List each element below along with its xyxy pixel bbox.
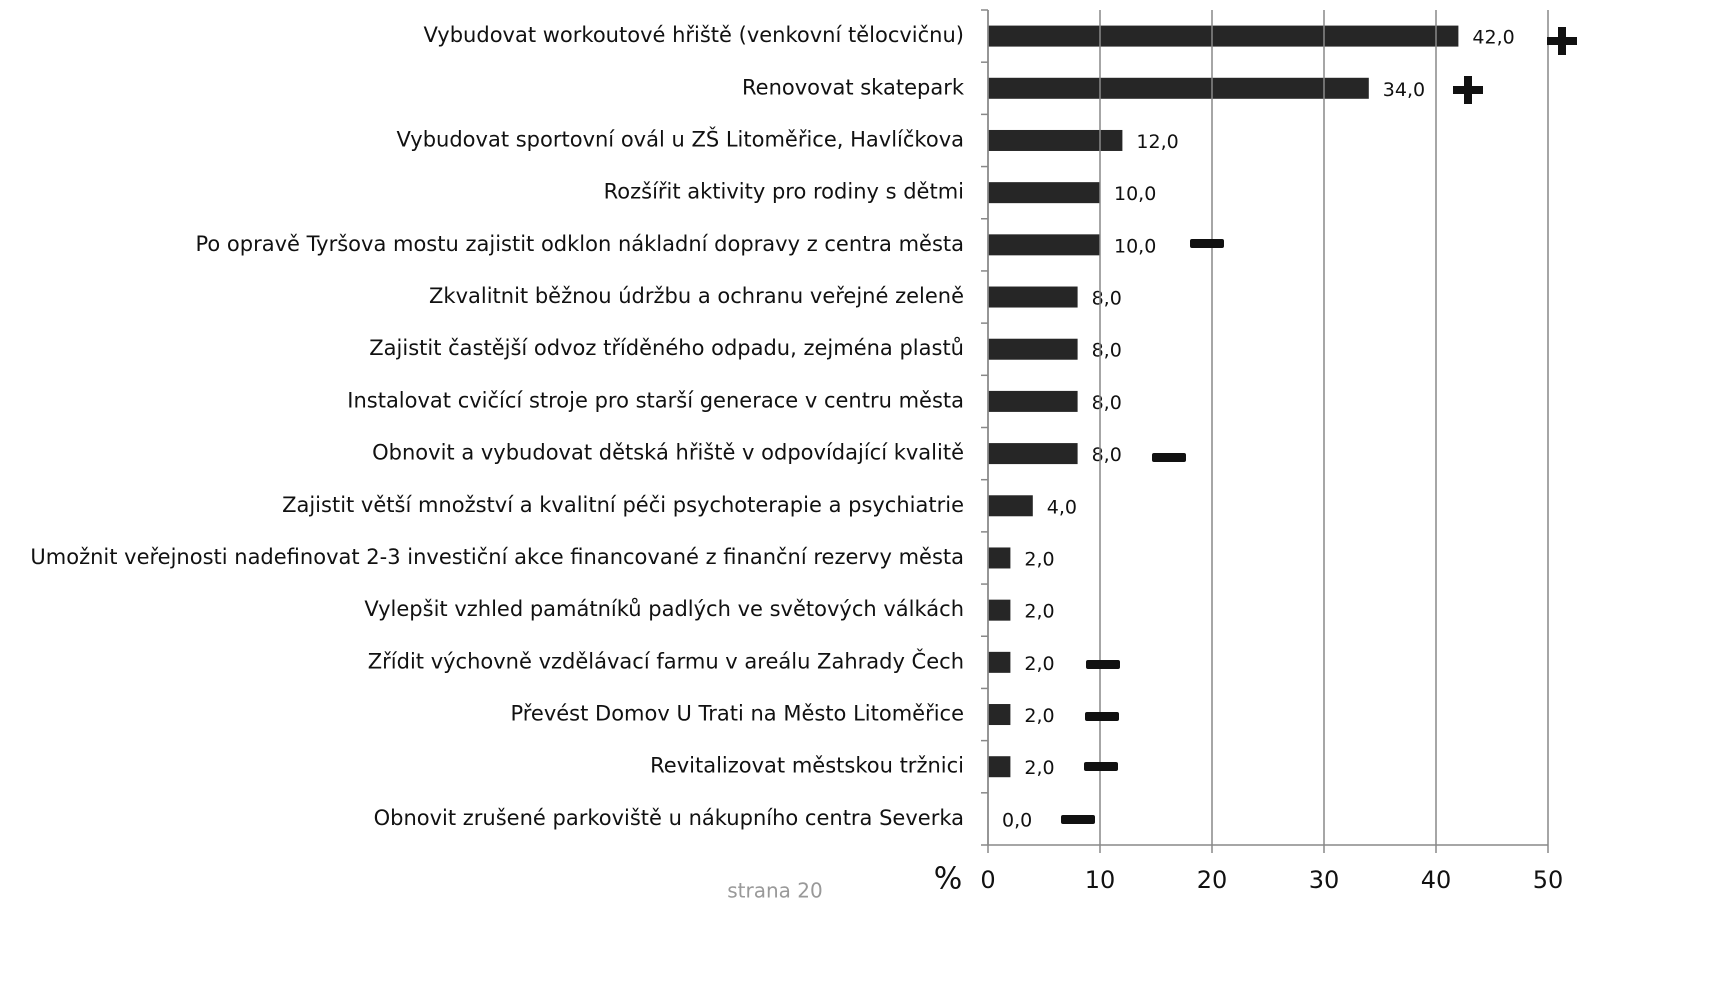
plus-marker xyxy=(1547,27,1577,55)
x-axis-label: % xyxy=(934,862,963,897)
minus-marker xyxy=(1152,453,1186,462)
category-label: Instalovat cvičící stroje pro starší gen… xyxy=(347,388,964,412)
value-label: 4,0 xyxy=(1047,496,1077,518)
bar xyxy=(988,547,1011,569)
value-label: 8,0 xyxy=(1092,288,1122,310)
minus-marker xyxy=(1190,239,1224,248)
category-label: Zajistit větší množství a kvalitní péči … xyxy=(282,493,964,517)
category-label: Vylepšit vzhled památníků padlých ve svě… xyxy=(364,597,964,621)
value-label: 34,0 xyxy=(1383,79,1425,101)
bar xyxy=(988,25,1459,47)
category-label: Rozšířit aktivity pro rodiny s dětmi xyxy=(604,180,964,204)
value-label: 42,0 xyxy=(1472,27,1514,49)
minus-marker xyxy=(1085,712,1119,721)
value-label: 2,0 xyxy=(1024,705,1054,727)
bar xyxy=(988,704,1011,726)
category-label: Umožnit veřejnosti nadefinovat 2-3 inves… xyxy=(30,545,964,569)
value-label: 8,0 xyxy=(1092,392,1122,414)
x-tick-label: 30 xyxy=(1309,866,1340,894)
category-label: Renovovat skatepark xyxy=(742,75,965,99)
value-label: 2,0 xyxy=(1024,601,1054,623)
plus-marker xyxy=(1453,76,1483,104)
minus-marker xyxy=(1061,815,1095,824)
bar xyxy=(988,443,1078,465)
value-label: 10,0 xyxy=(1114,235,1156,257)
x-tick-label: 10 xyxy=(1085,866,1116,894)
minus-marker xyxy=(1086,660,1120,669)
category-label: Vybudovat workoutové hřiště (venkovní tě… xyxy=(424,23,965,47)
x-tick-label: 0 xyxy=(980,866,995,894)
category-label: Převést Domov U Trati na Město Litoměřic… xyxy=(510,702,964,726)
category-label: Zkvalitnit běžnou údržbu a ochranu veřej… xyxy=(429,284,964,308)
minus-marker xyxy=(1084,762,1118,771)
category-label: Revitalizovat městskou tržnici xyxy=(650,754,964,778)
bar xyxy=(988,495,1033,517)
category-label: Vybudovat sportovní ovál u ZŠ Litoměřice… xyxy=(396,126,964,151)
footer: strana 20 xyxy=(727,879,822,903)
category-label: Po opravě Tyršova mostu zajistit odklon … xyxy=(195,232,964,256)
bar xyxy=(988,77,1369,99)
value-label: 12,0 xyxy=(1136,131,1178,153)
markers xyxy=(1061,27,1577,824)
category-label: Zajistit častější odvoz tříděného odpadu… xyxy=(369,336,964,360)
value-label: 0,0 xyxy=(1002,809,1032,831)
bar xyxy=(988,390,1078,412)
value-label: 2,0 xyxy=(1024,757,1054,779)
value-label: 2,0 xyxy=(1024,548,1054,570)
x-tick-label: 50 xyxy=(1533,866,1564,894)
bar xyxy=(988,129,1123,151)
x-tick-label: 40 xyxy=(1421,866,1452,894)
bar xyxy=(988,286,1078,308)
category-label: Obnovit a vybudovat dětská hřiště v odpo… xyxy=(372,441,964,465)
x-tick-label: 20 xyxy=(1197,866,1228,894)
value-label: 2,0 xyxy=(1024,653,1054,675)
value-label: 10,0 xyxy=(1114,183,1156,205)
category-label: Obnovit zrušené parkoviště u nákupního c… xyxy=(374,806,964,830)
bar xyxy=(988,756,1011,778)
value-label: 8,0 xyxy=(1092,444,1122,466)
bar xyxy=(988,651,1011,673)
bar xyxy=(988,599,1011,621)
bar xyxy=(988,234,1100,256)
bar xyxy=(988,182,1100,204)
category-label: Zřídit výchovně vzdělávací farmu v areál… xyxy=(368,648,964,673)
value-label: 8,0 xyxy=(1092,340,1122,362)
bar xyxy=(988,338,1078,360)
